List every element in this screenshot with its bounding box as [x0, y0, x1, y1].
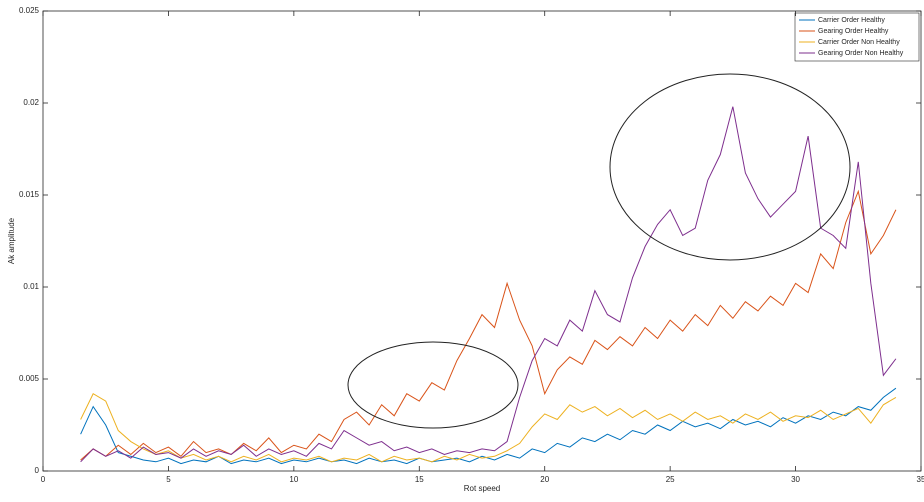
x-tick-label: 20 — [540, 475, 549, 484]
y-axis-label: Ak amplitude — [7, 217, 16, 264]
y-tick-label: 0.015 — [19, 190, 40, 199]
legend-label: Carrier Order Non Healthy — [818, 39, 900, 46]
legend-label: Carrier Order Healthy — [818, 17, 885, 24]
x-tick-label: 5 — [166, 475, 171, 484]
y-tick-label: 0.005 — [19, 374, 40, 383]
y-tick-label: 0.01 — [23, 282, 39, 291]
legend-label: Gearing Order Non Healthy — [818, 50, 904, 57]
series-line — [80, 189, 897, 461]
annotation-ellipse — [609, 73, 851, 261]
x-tick-label: 10 — [289, 475, 298, 484]
y-tick-label: 0.02 — [23, 98, 39, 107]
x-axis-label: Rot speed — [464, 484, 500, 493]
y-tick-label: 0.025 — [19, 6, 40, 15]
annotation-ellipse — [347, 341, 519, 429]
plot-box — [42, 10, 922, 472]
series-line — [80, 393, 897, 463]
legend-label: Gearing Order Healthy — [818, 28, 889, 35]
legend-box — [794, 12, 920, 62]
x-tick-label: 25 — [666, 475, 675, 484]
series-group — [80, 106, 897, 465]
series-line — [80, 106, 897, 463]
x-tick-label: 15 — [415, 475, 424, 484]
x-tick-label: 30 — [791, 475, 800, 484]
legend: Carrier Order Healthy Gearing Order Healt… — [794, 12, 920, 62]
x-tick-label: 0 — [41, 475, 46, 484]
x-tick-label: 35 — [917, 475, 924, 484]
y-tick-label: 0 — [35, 466, 40, 475]
